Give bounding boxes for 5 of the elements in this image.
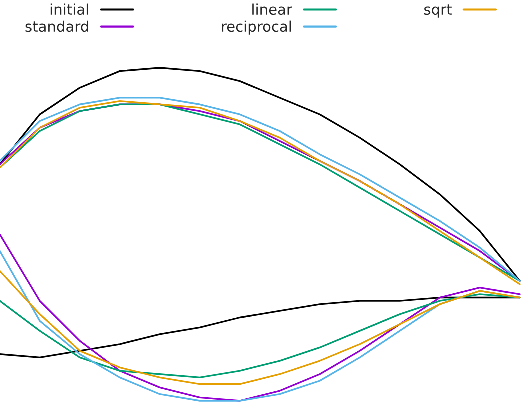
legend-label: standard: [26, 20, 88, 32]
legend-label: initial: [50, 4, 88, 16]
legend-label: linear: [252, 4, 292, 16]
legend-label: sqrt: [424, 4, 452, 18]
legend-label: reciprocal: [222, 20, 292, 35]
